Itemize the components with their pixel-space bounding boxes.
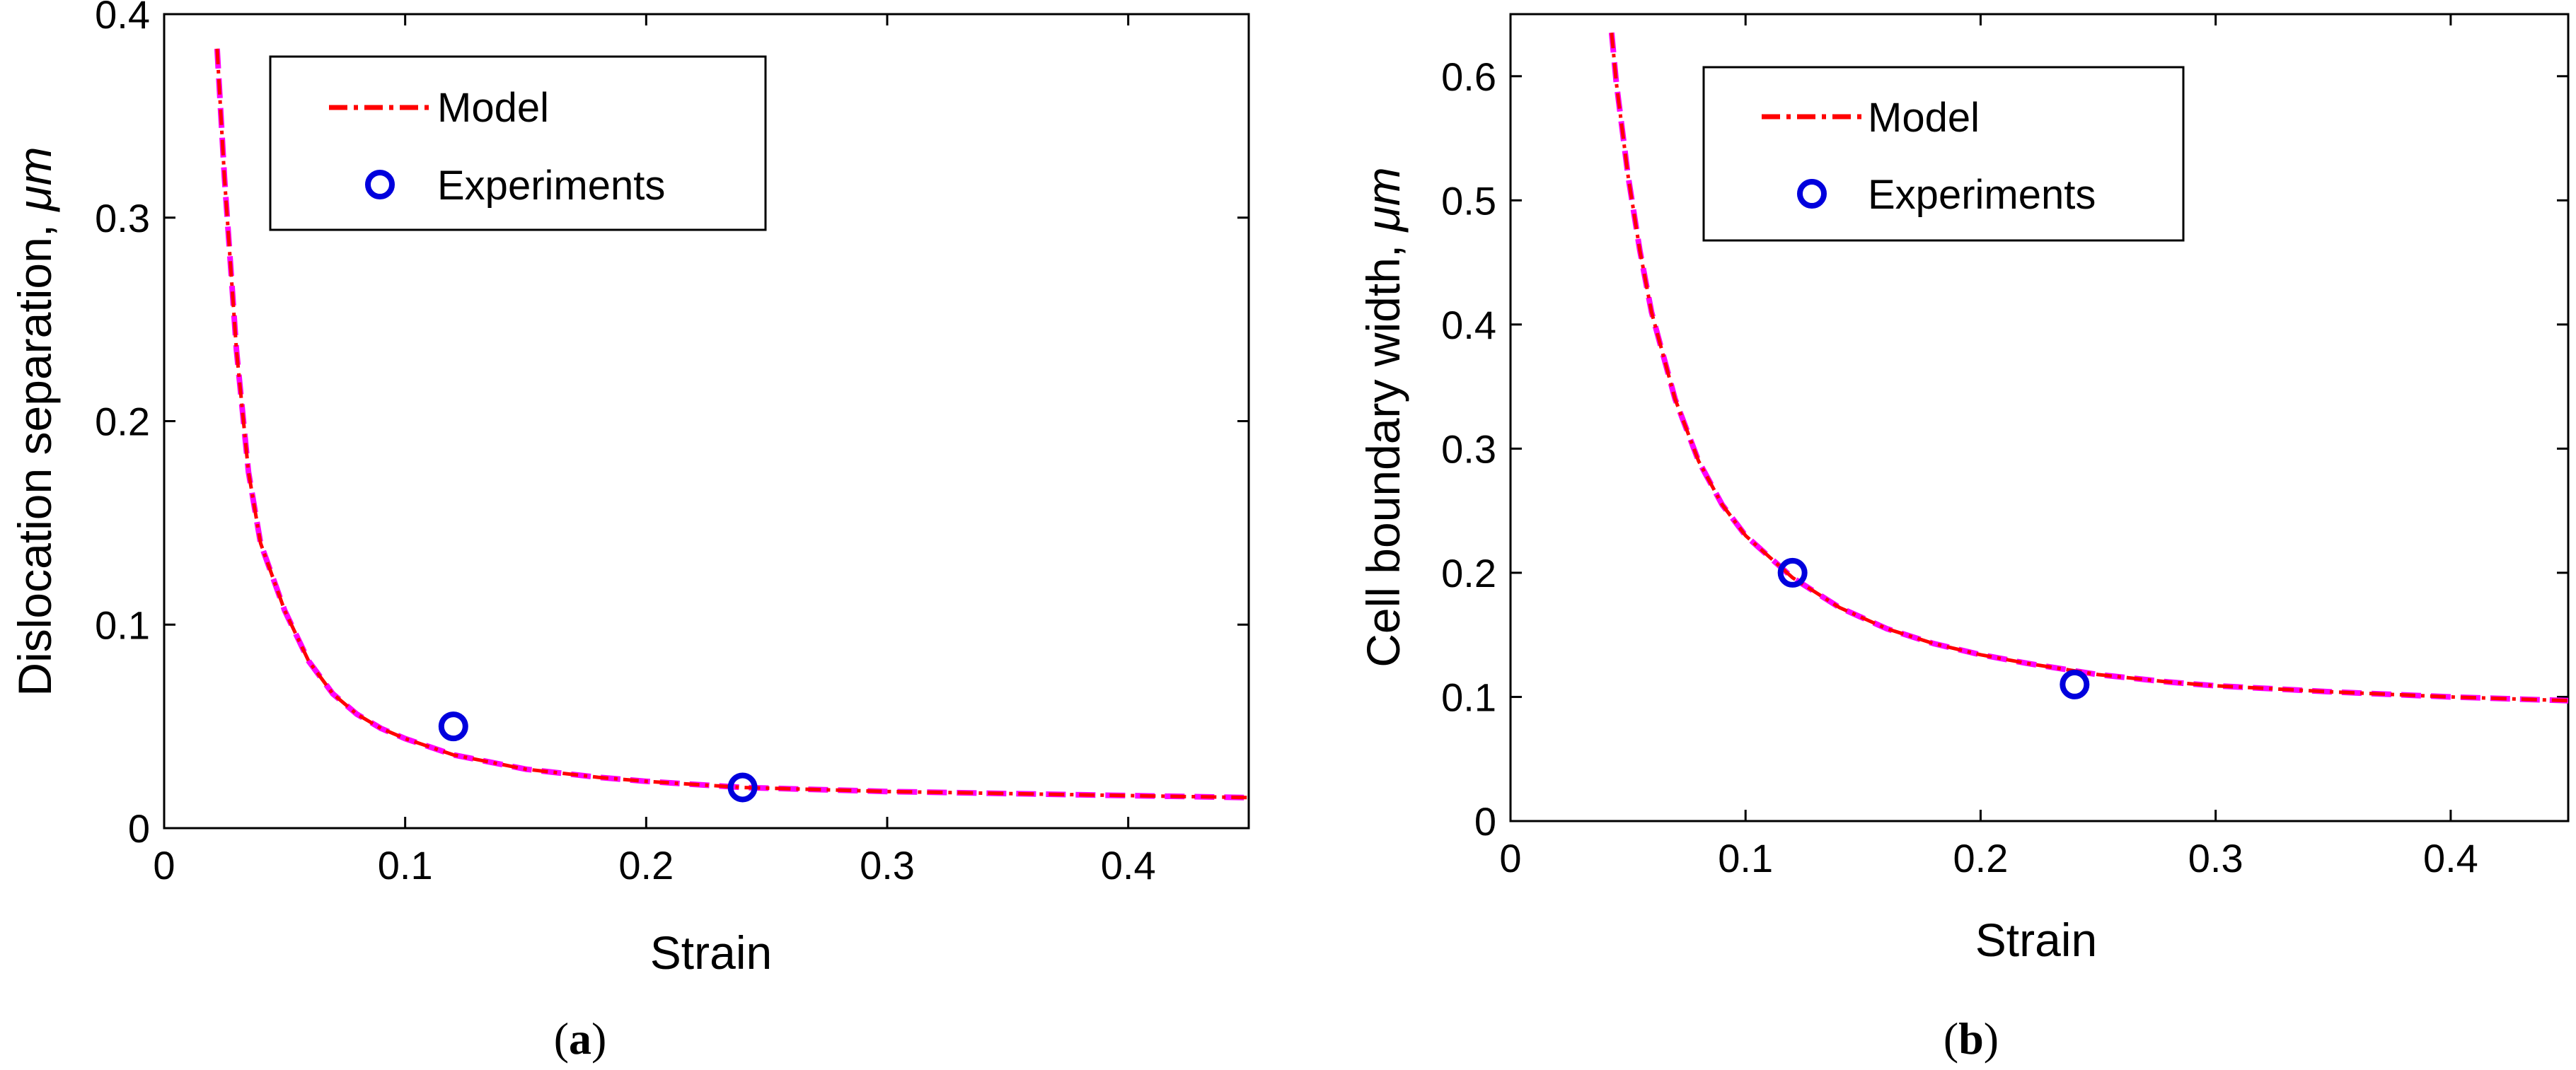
panel-a-ylabel-text: Dislocation separation, (8, 211, 61, 697)
panel-a-legend-box (269, 55, 767, 231)
panel-b-ylabel-text: Cell boundary width, (1357, 231, 1409, 667)
panel-b-xtick-label: 0.4 (2423, 836, 2478, 880)
panel-b-ytick-label: 0 (1474, 799, 1496, 844)
panel-b-ticks (1509, 14, 2568, 822)
panel-b-legend-box (1702, 66, 2185, 242)
panel-a: 0 0.1 0.2 0.3 0.4 0 0.1 0.2 0.3 0.4 Model Experim… (8, 0, 1250, 1064)
panel-b: 0 0.1 0.2 0.3 0.4 0 0.1 0.2 0.3 0.4 0.5 0.6 Model E… (1357, 13, 2570, 1064)
panel-b-caption-open: ( (1943, 1013, 1958, 1064)
panel-a-experiment-point (438, 711, 468, 742)
panel-b-ytick-label: 0.4 (1441, 303, 1496, 347)
panel-b-legend-model-label: Model (1868, 95, 1980, 141)
panel-a-xtick-label: 0.1 (378, 843, 433, 888)
panel-b-legend-experiments-label: Experiments (1868, 172, 2096, 218)
panel-b-ytick-label: 0.5 (1441, 178, 1496, 223)
panel-b-caption-letter: b (1958, 1013, 1984, 1064)
panel-a-xtick-label: 0.2 (618, 843, 674, 888)
panel-b-ylabel-unit: μm (1357, 167, 1409, 233)
panel-a-xtick-label: 0.3 (860, 843, 915, 888)
panel-a-ytick-label: 0.4 (95, 0, 150, 37)
panel-a-xtick-label: 0.4 (1101, 843, 1156, 888)
panel-a-ylabel-unit: μm (8, 146, 61, 212)
panel-a-ticks (163, 13, 1249, 830)
panel-b-experiment-point (1777, 557, 1808, 588)
panel-b-xlabel: Strain (1975, 914, 2097, 966)
panel-a-legend-experiments-marker (365, 170, 395, 199)
panel-a-legend-model-label: Model (437, 85, 549, 131)
panel-b-plot-frame (1509, 13, 2570, 822)
panel-b-legend: Model Experiments (1702, 66, 2185, 242)
panel-b-xtick-label: 0.3 (2188, 836, 2243, 880)
panel-a-experiment-points (438, 711, 758, 803)
panel-b-experiment-points (1777, 557, 2090, 699)
panel-b-legend-experiments-marker (1797, 179, 1827, 209)
panel-b-caption: (b) (1943, 1013, 1999, 1064)
panel-b-xtick-label: 0.2 (1953, 836, 2009, 880)
panel-a-model-dashdot-curve (215, 48, 1249, 800)
panel-a-caption-letter: a (569, 1013, 591, 1064)
panel-b-ytick-label: 0.3 (1441, 426, 1496, 471)
panel-a-model-line (214, 48, 1249, 801)
panel-a-experiment-point (727, 772, 758, 803)
panel-b-tick-labels: 0 0.1 0.2 0.3 0.4 0 0.1 0.2 0.3 0.4 0.5 0.6 (1441, 54, 2478, 880)
panel-a-xlabel: Strain (650, 926, 772, 979)
panel-b-xtick-label: 0.1 (1718, 836, 1773, 880)
panel-a-legend: Model Experiments (269, 55, 767, 231)
panel-a-ytick-label: 0.2 (95, 400, 150, 444)
panel-b-caption-close: ) (1984, 1013, 1999, 1064)
panel-a-legend-experiments-label: Experiments (437, 163, 665, 209)
panel-b-model-dashdot-curve (1610, 33, 2569, 703)
panel-a-tick-labels: 0 0.1 0.2 0.3 0.4 0 0.1 0.2 0.3 0.4 (95, 0, 1155, 888)
panel-a-xtick-label: 0 (153, 843, 175, 888)
panel-b-xtick-label: 0 (1499, 836, 1521, 880)
panel-a-caption: (a) (554, 1013, 607, 1064)
panel-a-ytick-label: 0 (128, 806, 150, 851)
panel-b-model-line (1608, 32, 2569, 704)
panel-a-ytick-label: 0.1 (95, 603, 150, 647)
panel-b-experiment-point (2060, 669, 2090, 699)
panel-b-ytick-label: 0.1 (1441, 675, 1496, 719)
panel-a-caption-close: ) (591, 1013, 606, 1064)
panel-a-caption-open: ( (554, 1013, 569, 1064)
panel-a-ytick-label: 0.3 (95, 196, 150, 240)
panel-a-ylabel: Dislocation separation, μm (8, 146, 61, 696)
panel-b-ytick-label: 0.6 (1441, 54, 1496, 99)
panel-b-ytick-label: 0.2 (1441, 551, 1496, 595)
panel-b-ylabel: Cell boundary width, μm (1357, 167, 1409, 667)
